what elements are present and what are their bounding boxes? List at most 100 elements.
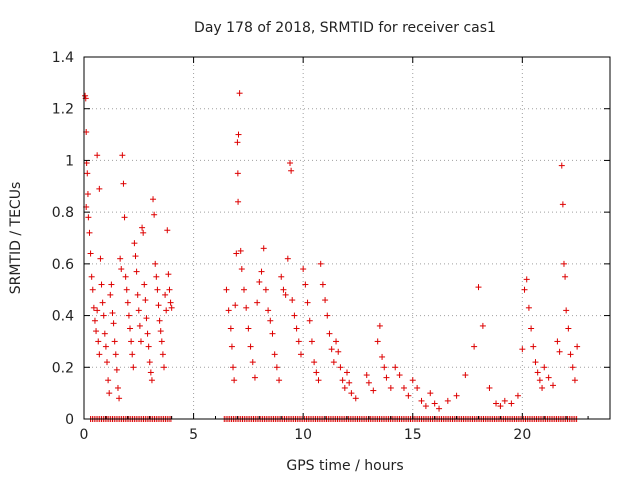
data-point: [400, 384, 407, 391]
data-point: [532, 359, 539, 366]
data-point: [322, 297, 329, 304]
data-point: [558, 162, 565, 169]
data-point: [269, 330, 276, 337]
data-point: [236, 90, 243, 97]
grid-lines: [84, 57, 610, 419]
data-point: [405, 392, 412, 399]
data-point: [111, 338, 118, 345]
x-tick-label: 20: [513, 427, 531, 443]
data-point: [125, 312, 132, 319]
data-point: [142, 297, 149, 304]
data-point: [107, 291, 114, 298]
data-point: [233, 250, 240, 257]
data-point: [284, 255, 291, 262]
data-point: [152, 260, 159, 267]
data-point: [282, 291, 289, 298]
data-point: [136, 322, 143, 329]
data-point: [153, 273, 160, 280]
data-point: [414, 384, 421, 391]
data-point: [96, 351, 103, 358]
data-point: [313, 369, 320, 376]
data-point: [108, 281, 115, 288]
data-point: [238, 266, 245, 273]
data-point: [319, 281, 326, 288]
data-point: [569, 364, 576, 371]
data-point: [147, 369, 154, 376]
data-point: [556, 348, 563, 355]
data-point: [396, 372, 403, 379]
y-tick-label: 0.2: [52, 360, 74, 376]
data-point: [381, 364, 388, 371]
data-markers: [82, 90, 581, 422]
data-point: [100, 312, 107, 319]
data-point: [341, 384, 348, 391]
data-point: [256, 278, 263, 285]
data-point: [574, 343, 581, 350]
data-point: [475, 284, 482, 291]
data-point: [376, 322, 383, 329]
data-point: [346, 379, 353, 386]
data-point: [344, 369, 350, 376]
data-point: [145, 343, 152, 350]
data-point: [291, 312, 298, 319]
data-point: [110, 320, 117, 327]
data-point: [140, 229, 147, 236]
data-point: [335, 348, 342, 355]
data-point: [383, 374, 390, 381]
data-point: [165, 271, 172, 278]
data-point: [85, 214, 92, 221]
data-point: [521, 286, 528, 293]
data-point: [254, 299, 261, 306]
data-point: [559, 201, 566, 208]
x-tick-label: 10: [294, 427, 312, 443]
data-point: [304, 299, 311, 306]
x-axis-label: GPS time / hours: [286, 458, 403, 474]
data-point: [96, 185, 103, 192]
data-point: [168, 304, 175, 311]
data-point: [120, 180, 127, 187]
data-point: [231, 377, 238, 384]
data-point: [119, 152, 126, 159]
y-tick-label: 0.8: [52, 205, 74, 221]
data-point: [514, 392, 521, 399]
data-point: [523, 276, 530, 283]
data-point: [265, 307, 272, 314]
data-point: [235, 198, 242, 205]
data-point: [326, 330, 333, 337]
data-point: [232, 302, 239, 309]
data-point: [95, 338, 102, 345]
data-point: [130, 364, 137, 371]
data-point: [539, 384, 546, 391]
data-point: [127, 325, 134, 332]
data-point: [141, 281, 148, 288]
y-tick-label: 1: [65, 153, 74, 169]
data-point: [444, 397, 451, 404]
data-point: [295, 338, 302, 345]
data-point: [83, 160, 90, 167]
data-point: [278, 273, 285, 280]
data-point: [150, 196, 157, 203]
data-point: [148, 377, 155, 384]
data-point: [128, 338, 135, 345]
data-point: [133, 268, 140, 275]
data-point: [308, 338, 315, 345]
data-point: [528, 325, 535, 332]
data-point: [302, 281, 309, 288]
data-point: [348, 390, 355, 397]
data-point: [493, 400, 500, 407]
data-point: [324, 312, 331, 319]
data-point: [122, 273, 129, 280]
data-point: [317, 260, 324, 267]
data-point: [530, 343, 537, 350]
data-point: [260, 245, 267, 252]
data-point: [124, 299, 131, 306]
data-point: [97, 255, 104, 262]
y-tick-labels: 0 0.2 0.4 0.6 0.8 1 1.2 1.4: [52, 50, 74, 428]
data-point: [117, 255, 124, 262]
data-point: [392, 364, 399, 371]
data-point: [258, 268, 265, 275]
data-point: [501, 397, 508, 404]
data-point: [82, 92, 89, 99]
data-point: [163, 307, 170, 314]
